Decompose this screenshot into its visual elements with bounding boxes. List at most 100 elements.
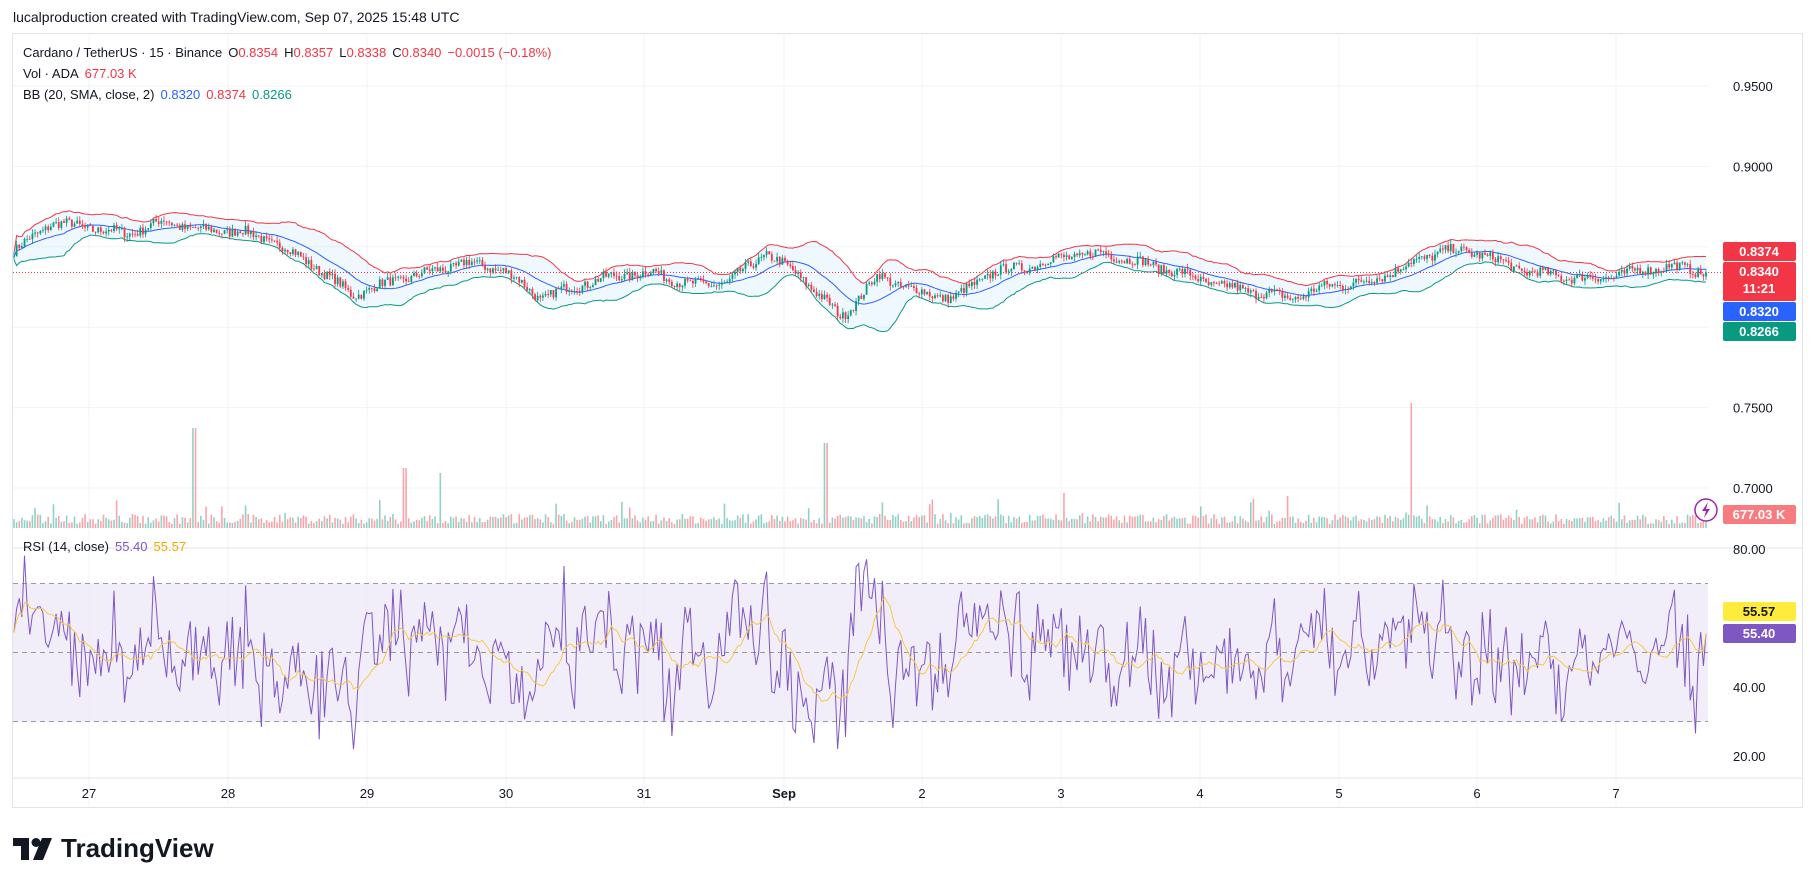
candle <box>736 267 739 277</box>
rsi-tick-label: 40.00 <box>1733 680 1766 695</box>
volume-bar <box>1284 517 1286 528</box>
candle-body <box>663 270 665 281</box>
volume-bar <box>500 517 502 528</box>
volume-bar <box>1134 516 1136 528</box>
candle <box>89 223 92 227</box>
candle-body <box>865 283 868 295</box>
candle <box>86 223 89 231</box>
volume-bar <box>1021 522 1023 528</box>
candle-body <box>386 277 389 280</box>
candle <box>1084 252 1086 256</box>
candle <box>1305 295 1307 302</box>
volume-bar <box>1526 516 1528 528</box>
candle-body <box>1420 256 1423 258</box>
volume-bar <box>55 517 57 528</box>
candle-body <box>636 275 639 279</box>
volume-bar <box>1171 517 1173 528</box>
candle <box>1199 273 1202 287</box>
volume-bar <box>1349 520 1352 528</box>
candle-body <box>1378 278 1381 280</box>
candle <box>692 278 694 288</box>
candle-body <box>499 270 502 271</box>
candle <box>1226 279 1228 292</box>
candle-body <box>936 295 939 297</box>
candle <box>928 288 931 301</box>
candle <box>968 279 971 289</box>
candle-body <box>626 272 629 275</box>
candle-body <box>899 281 902 287</box>
candle <box>920 287 923 299</box>
candle <box>873 278 876 286</box>
candle <box>189 222 192 231</box>
candle <box>1286 292 1289 300</box>
candle-body <box>270 239 273 241</box>
candle-body <box>602 271 605 279</box>
volume-bar <box>1618 502 1620 528</box>
candle <box>457 258 460 267</box>
candle-body <box>1491 252 1494 260</box>
candle <box>826 292 829 302</box>
volume-bar <box>568 523 571 528</box>
tradingview-logo[interactable]: TradingView <box>13 833 214 864</box>
candle-body <box>1060 253 1063 255</box>
candle <box>1247 285 1250 295</box>
candle <box>410 274 413 285</box>
legend-vol-label[interactable]: Vol · ADA <box>23 66 79 81</box>
candle-body <box>1384 275 1386 282</box>
candle-body <box>215 229 218 233</box>
candle <box>813 286 815 293</box>
candle <box>481 257 484 267</box>
price-tick-label: 0.9000 <box>1733 159 1773 174</box>
candle-body <box>89 225 92 227</box>
volume-bar <box>610 520 613 528</box>
candle <box>570 289 573 295</box>
candle-body <box>292 249 294 255</box>
volume-bar <box>1192 515 1194 528</box>
candle <box>649 270 652 277</box>
candle-body <box>1252 290 1255 292</box>
candle-body <box>1489 252 1492 256</box>
candle <box>684 277 686 289</box>
candle-body <box>273 240 276 242</box>
candle-body <box>1584 278 1586 281</box>
volume-bar <box>468 515 471 528</box>
candle-body <box>1415 258 1418 260</box>
candle <box>181 222 184 232</box>
volume-bar <box>1692 515 1694 528</box>
candle-body <box>394 277 397 279</box>
candle <box>20 242 23 249</box>
candle <box>526 282 529 292</box>
candle-body <box>1178 268 1181 270</box>
candle <box>960 284 963 293</box>
legend-rsi-label[interactable]: RSI (14, close) <box>23 539 109 554</box>
candle-body <box>789 264 792 267</box>
candle <box>323 269 326 281</box>
candle <box>815 287 818 298</box>
candle <box>368 285 371 294</box>
candle <box>1281 287 1284 302</box>
candle <box>1473 251 1476 258</box>
candle-body <box>260 236 263 243</box>
candle <box>120 224 123 231</box>
candle-body <box>370 287 373 289</box>
candle-body <box>1163 265 1165 274</box>
candle <box>1265 290 1268 300</box>
time-tick-label: 4 <box>1196 786 1203 801</box>
volume-bar <box>371 518 373 528</box>
legend-symbol[interactable]: Cardano / TetherUS · 15 · Binance <box>23 45 223 60</box>
volume-bar <box>118 515 121 528</box>
candle <box>1157 264 1160 278</box>
legend-bb-label[interactable]: BB (20, SMA, close, 2) <box>23 87 155 102</box>
candle <box>1086 249 1089 256</box>
candle-body <box>539 295 542 298</box>
volume-bar <box>928 504 931 528</box>
candle-body <box>1602 278 1605 280</box>
candle <box>510 268 513 284</box>
volume-bar <box>1197 517 1199 528</box>
volume-bar <box>423 515 426 528</box>
candle-body <box>107 229 110 232</box>
volume-bar <box>1428 516 1431 528</box>
volume-bar <box>300 518 302 528</box>
candle <box>78 216 81 228</box>
